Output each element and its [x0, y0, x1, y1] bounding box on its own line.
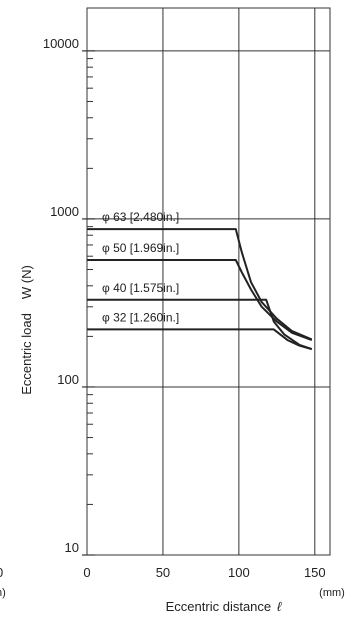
- y-tick-label: 10000: [43, 36, 79, 51]
- series-line-1: [87, 259, 313, 342]
- x-axis-title: Eccentric distance ℓ: [166, 599, 283, 614]
- labels-layer: φ 63 [2.480in.] φ 50 [1.969in.] φ 40 [1.57…: [43, 36, 326, 580]
- plot-frame: [86, 7, 331, 556]
- series-line-2: [87, 298, 313, 351]
- series-label-0: φ 63 [2.480in.]: [102, 210, 179, 224]
- left-edge-fragment: 0: [0, 565, 3, 580]
- y-tick-label: 100: [57, 372, 79, 387]
- x-tick-label: 50: [156, 565, 170, 580]
- grid-layer: [87, 8, 330, 555]
- series-label-1: φ 50 [1.969in.]: [102, 241, 179, 255]
- series-label-3: φ 32 [1.260in.]: [102, 310, 179, 324]
- minor-ticks: [82, 50, 95, 556]
- series-line-0: [87, 228, 313, 341]
- y-tick-label: 10: [65, 540, 79, 555]
- x-axis-unit: (mm): [319, 587, 345, 599]
- left-edge-fragment: n): [0, 587, 6, 599]
- series-layer: [87, 228, 313, 351]
- x-tick-label: 0: [83, 565, 90, 580]
- y-axis-title: Eccentric loadW (N): [19, 265, 34, 395]
- x-tick-label: 150: [304, 565, 326, 580]
- x-tick-label: 100: [228, 565, 250, 580]
- series-label-2: φ 40 [1.575in.]: [102, 281, 179, 295]
- y-tick-label: 1000: [50, 204, 79, 219]
- series-line-3: [87, 328, 313, 351]
